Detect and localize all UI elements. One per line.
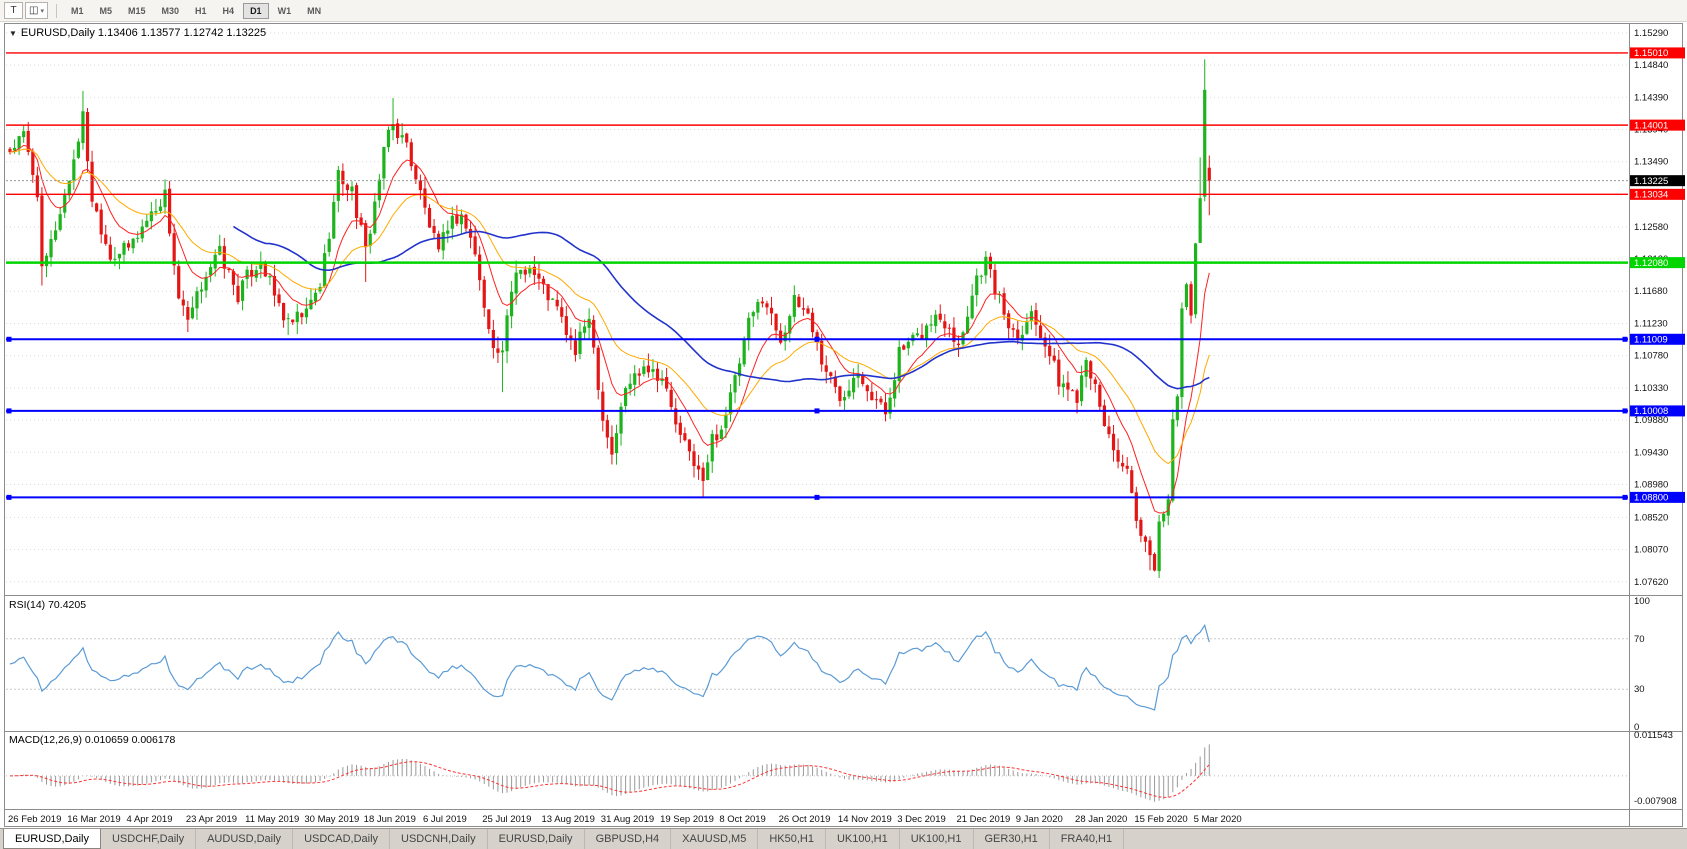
objects-icon: ◫ <box>29 5 39 16</box>
macd-indicator-label: MACD(12,26,9) 0.010659 0.006178 <box>9 734 176 746</box>
rsi-line <box>9 623 1210 711</box>
svg-text:1.10008: 1.10008 <box>1634 406 1668 417</box>
timeframe-button-m30[interactable]: M30 <box>161 5 180 16</box>
svg-text:100: 100 <box>1634 596 1650 607</box>
timeframe-button-m1[interactable]: M1 <box>70 5 84 16</box>
svg-text:14 Nov 2019: 14 Nov 2019 <box>838 814 892 825</box>
svg-text:11 May 2019: 11 May 2019 <box>245 814 299 825</box>
rsi-indicator-label: RSI(14) 70.4205 <box>9 599 87 611</box>
chart-tab-8[interactable]: HK50,H1 <box>758 829 826 849</box>
svg-text:19 Sep 2019: 19 Sep 2019 <box>660 814 714 825</box>
svg-text:1.14001: 1.14001 <box>1634 120 1668 131</box>
horizontal-level-lines[interactable] <box>6 52 1628 500</box>
svg-text:1.09880: 1.09880 <box>1634 415 1668 426</box>
date-axis[interactable]: 26 Feb 2019 16 Mar 2019 4 Apr 2019 23 Apr 2… <box>8 814 1242 825</box>
chart-tool-icon: T <box>10 5 17 16</box>
top-toolbar: T ◫ ▾ M1 M5 M15 M30 H1 H4 D1 W1 MN <box>0 0 1687 22</box>
chart-tab-10[interactable]: UK100,H1 <box>900 829 974 849</box>
timeframe-button-m5[interactable]: M5 <box>99 5 112 16</box>
timeframe-button-d1[interactable]: D1 <box>243 2 269 19</box>
chart-tab-9[interactable]: UK100,H1 <box>826 829 900 849</box>
svg-text:1.08070: 1.08070 <box>1634 545 1668 556</box>
svg-text:1.14840: 1.14840 <box>1634 60 1668 71</box>
toolbar-separator <box>55 3 57 18</box>
svg-text:16 Mar 2019: 16 Mar 2019 <box>67 814 120 825</box>
svg-text:26 Feb 2019: 26 Feb 2019 <box>8 814 61 825</box>
chart-tab-5[interactable]: EURUSD,Daily <box>488 829 585 849</box>
svg-text:1.12080: 1.12080 <box>1634 258 1668 269</box>
svg-text:1.10780: 1.10780 <box>1634 351 1668 362</box>
svg-text:8 Oct 2019: 8 Oct 2019 <box>719 814 765 825</box>
chart-tab-12[interactable]: FRA40,H1 <box>1050 829 1125 849</box>
svg-text:1.15290: 1.15290 <box>1634 28 1668 39</box>
svg-text:25 Jul 2019: 25 Jul 2019 <box>482 814 531 825</box>
timeframe-button-h4[interactable]: H4 <box>222 5 235 16</box>
svg-text:1.08980: 1.08980 <box>1634 479 1668 490</box>
svg-text:30: 30 <box>1634 684 1645 695</box>
svg-text:1.14390: 1.14390 <box>1634 92 1668 103</box>
objects-dropdown-button[interactable]: ◫ ▾ <box>25 2 48 19</box>
chart-tabs-bar: EURUSD,Daily USDCHF,Daily AUDUSD,Daily USDC… <box>0 828 1687 849</box>
svg-text:5 Mar 2020: 5 Mar 2020 <box>1194 814 1242 825</box>
svg-text:30 May 2019: 30 May 2019 <box>304 814 359 825</box>
svg-text:6 Jul 2019: 6 Jul 2019 <box>423 814 467 825</box>
timeframe-buttons: M1 M5 M15 M30 H1 H4 D1 W1 MN <box>63 2 329 19</box>
svg-text:1.09430: 1.09430 <box>1634 447 1668 458</box>
svg-text:15 Feb 2020: 15 Feb 2020 <box>1134 814 1187 825</box>
svg-text:31 Aug 2019: 31 Aug 2019 <box>601 814 654 825</box>
candles <box>8 59 1211 579</box>
chart-tab-7[interactable]: XAUUSD,M5 <box>671 829 759 849</box>
chart-tab-1[interactable]: USDCHF,Daily <box>101 829 197 849</box>
chart-tab-11[interactable]: GER30,H1 <box>974 829 1050 849</box>
chart-tab-3[interactable]: USDCAD,Daily <box>293 829 391 849</box>
svg-text:1.07620: 1.07620 <box>1634 577 1668 588</box>
svg-text:1.15010: 1.15010 <box>1634 48 1668 59</box>
svg-text:70: 70 <box>1634 634 1645 645</box>
chevron-down-icon: ▾ <box>40 7 44 15</box>
svg-text:0.011543: 0.011543 <box>1634 730 1673 741</box>
chart-tab-4[interactable]: USDCNH,Daily <box>390 829 488 849</box>
chart-tool-button[interactable]: T <box>4 2 23 19</box>
svg-text:23 Apr 2019: 23 Apr 2019 <box>186 814 237 825</box>
svg-text:3 Dec 2019: 3 Dec 2019 <box>897 814 946 825</box>
chart-tab-6[interactable]: GBPUSD,H4 <box>585 829 672 849</box>
macd-signal-line <box>9 761 1210 798</box>
svg-text:21 Dec 2019: 21 Dec 2019 <box>956 814 1010 825</box>
timeframe-button-mn[interactable]: MN <box>307 5 322 16</box>
svg-text:9 Jan 2020: 9 Jan 2020 <box>1016 814 1063 825</box>
svg-text:1.08520: 1.08520 <box>1634 512 1668 523</box>
svg-text:1.13225: 1.13225 <box>1634 176 1668 187</box>
chart-title: ▼ EURUSD,Daily 1.13406 1.13577 1.12742 1.… <box>9 27 266 39</box>
svg-text:1.13034: 1.13034 <box>1634 190 1668 201</box>
chart-tab-0[interactable]: EURUSD,Daily <box>3 829 101 849</box>
macd-pane: 0.011543 -0.007908 <box>6 730 1677 807</box>
svg-text:26 Oct 2019: 26 Oct 2019 <box>779 814 831 825</box>
chart-tab-2[interactable]: AUDUSD,Daily <box>196 829 294 849</box>
svg-text:0: 0 <box>1634 722 1639 733</box>
svg-text:1.08800: 1.08800 <box>1634 493 1668 504</box>
rsi-pane: 100 70 30 0 <box>6 596 1650 733</box>
svg-text:-0.007908: -0.007908 <box>1634 796 1677 807</box>
timeframe-button-w1[interactable]: W1 <box>277 5 292 16</box>
svg-text:1.11230: 1.11230 <box>1634 318 1668 329</box>
chart-title-text: EURUSD,Daily 1.13406 1.13577 1.12742 1.1… <box>20 27 267 39</box>
svg-text:1.13490: 1.13490 <box>1634 157 1668 168</box>
collapse-triangle-icon[interactable]: ▼ <box>9 29 17 38</box>
svg-text:1.11680: 1.11680 <box>1634 286 1668 297</box>
svg-text:4 Apr 2019: 4 Apr 2019 <box>127 814 173 825</box>
svg-text:1.10330: 1.10330 <box>1634 383 1668 394</box>
price-label-boxes: 1.15010 1.14001 1.13034 1.12080 1.11009 1.100… <box>1630 47 1685 504</box>
svg-text:1.11009: 1.11009 <box>1634 334 1668 345</box>
price-chart[interactable]: 1.152901.148401.143901.139401.134901.130… <box>0 22 1687 828</box>
svg-text:1.12580: 1.12580 <box>1634 222 1668 233</box>
svg-text:13 Aug 2019: 13 Aug 2019 <box>542 814 595 825</box>
moving-average-lines <box>9 144 1210 514</box>
timeframe-button-h1[interactable]: H1 <box>195 5 207 16</box>
svg-text:28 Jan 2020: 28 Jan 2020 <box>1075 814 1127 825</box>
svg-text:18 Jun 2019: 18 Jun 2019 <box>364 814 416 825</box>
chart-window: 1.152901.148401.143901.139401.134901.130… <box>0 22 1687 828</box>
timeframe-button-m15[interactable]: M15 <box>128 5 146 16</box>
